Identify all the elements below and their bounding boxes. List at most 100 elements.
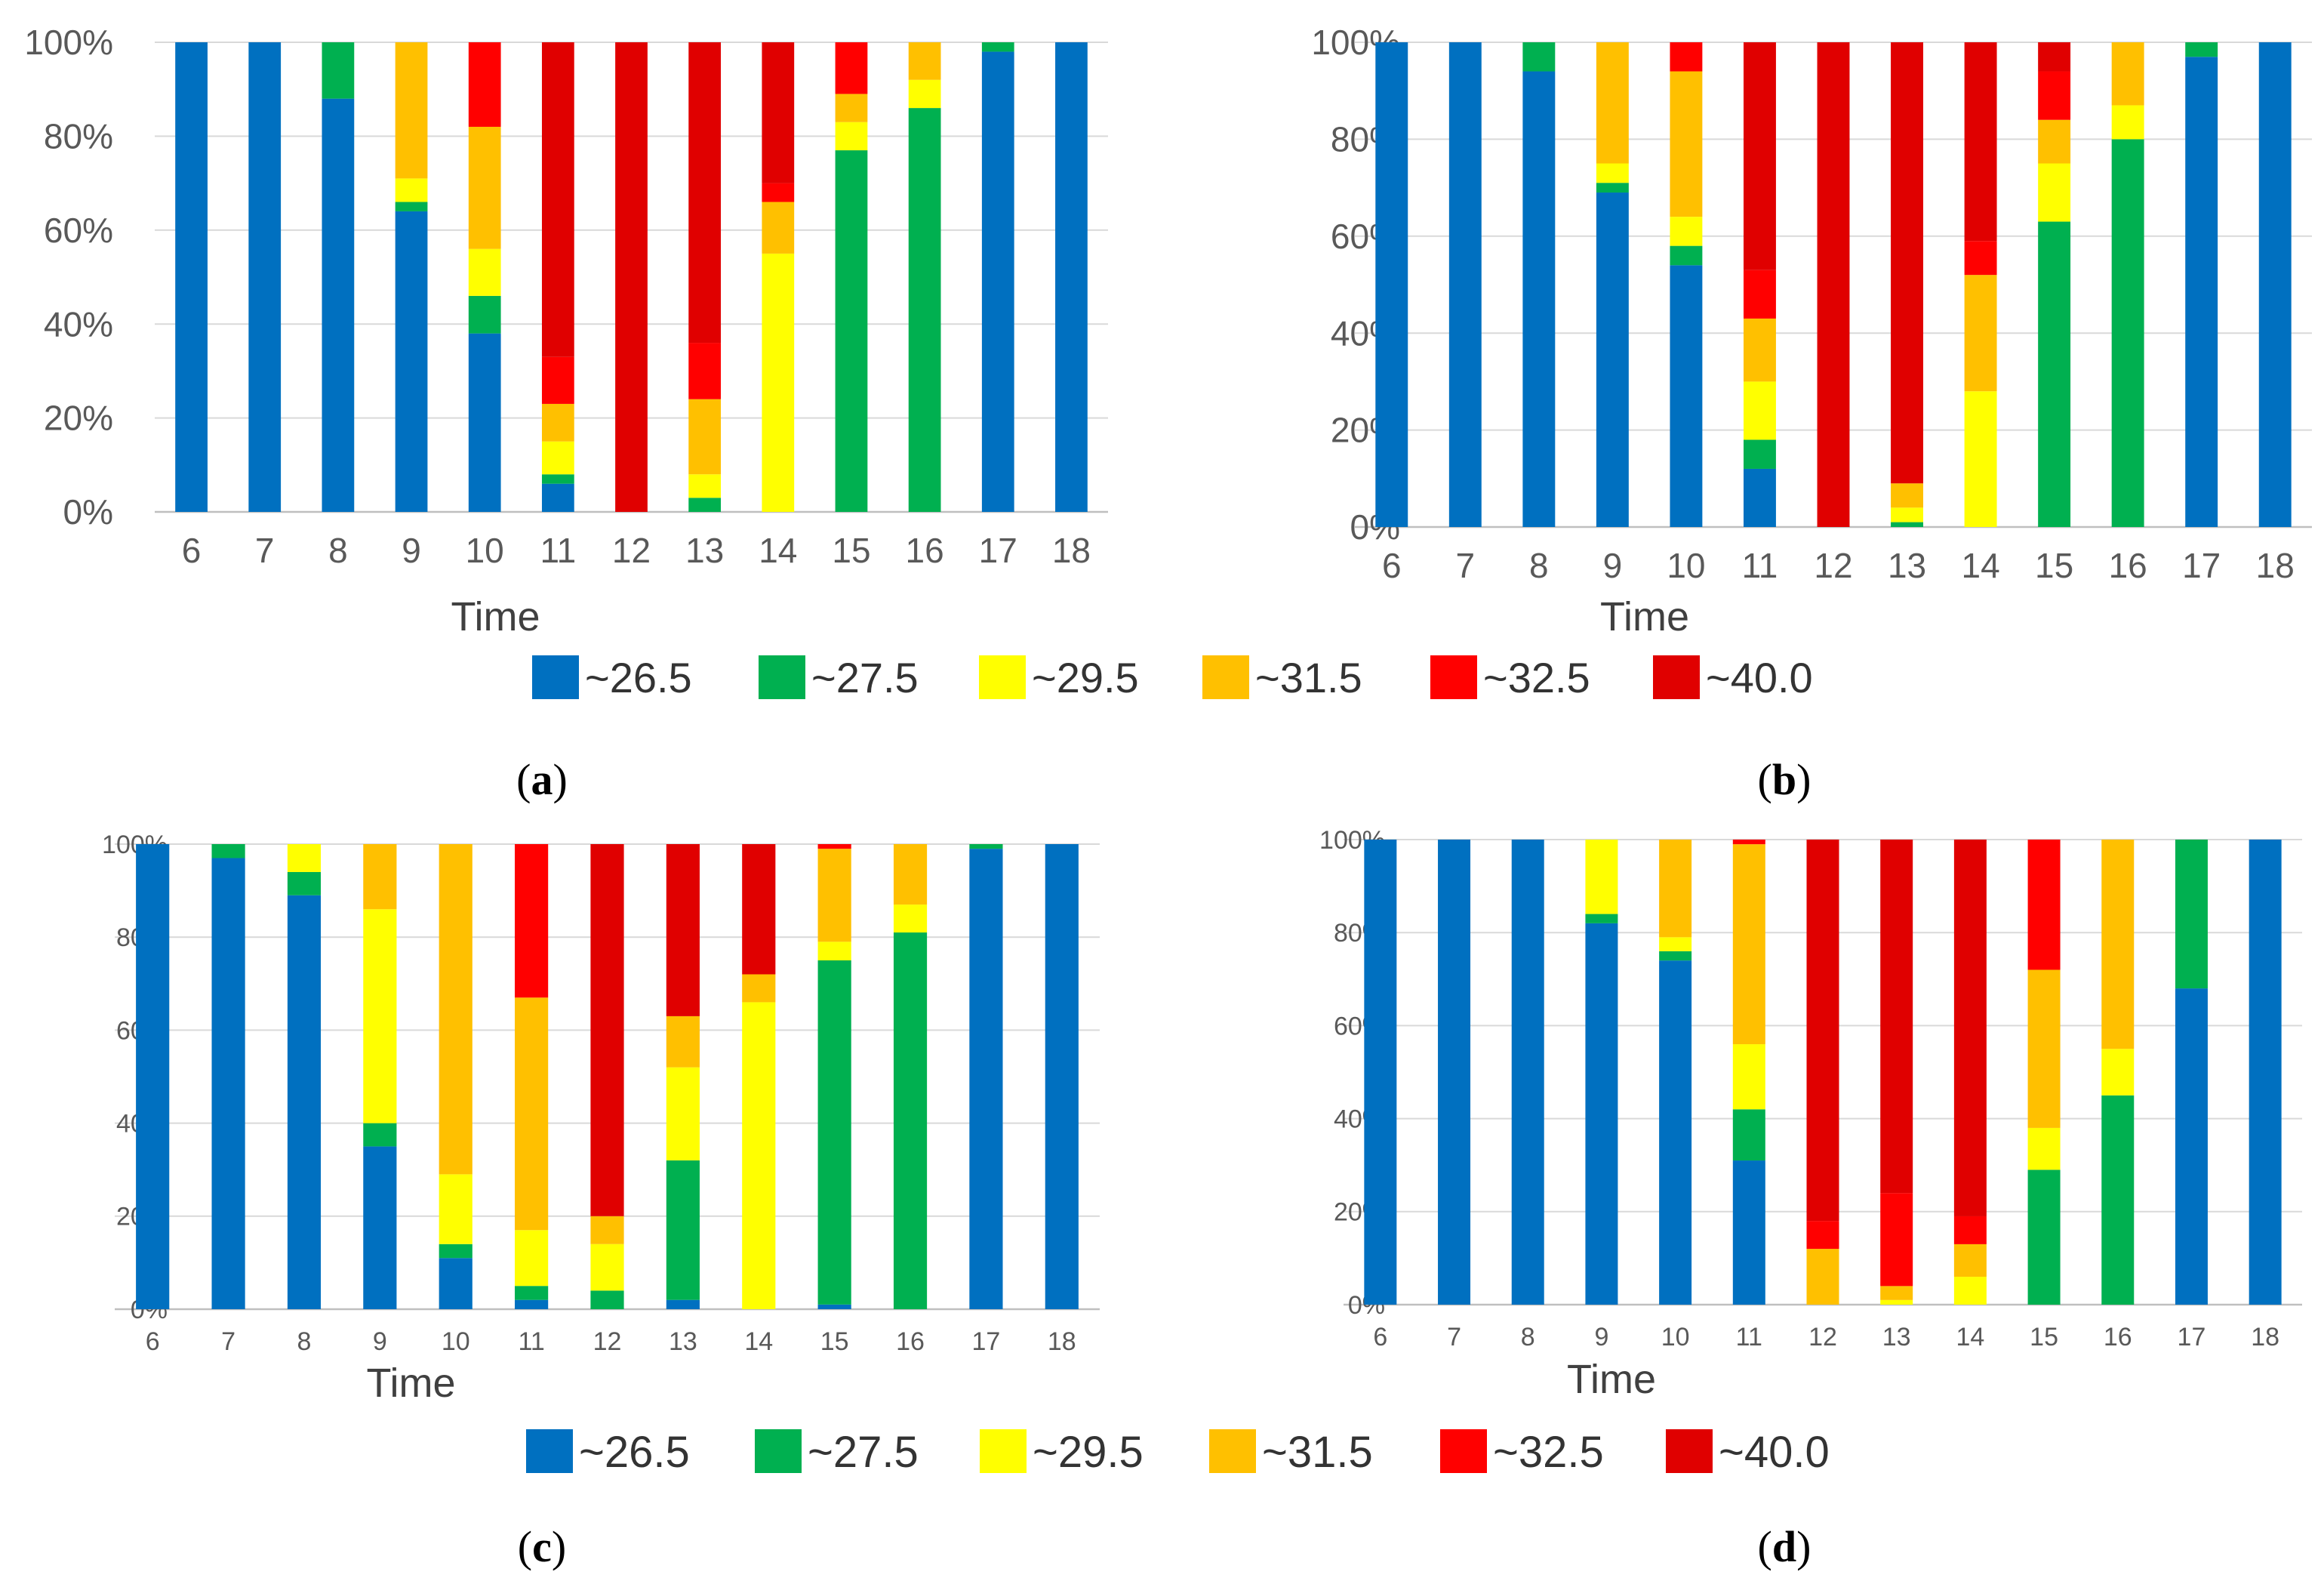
bar-segment <box>363 909 397 1123</box>
legend-swatch <box>755 1429 802 1473</box>
bar-segment <box>1448 42 1482 527</box>
legend-swatch <box>1666 1429 1713 1473</box>
x-tick-label: 6 <box>146 1327 160 1356</box>
bar-segment <box>893 905 928 933</box>
legend-item: ~26.5 <box>532 654 692 701</box>
bar-segment <box>666 1299 700 1309</box>
bar-segment <box>1806 840 1839 1222</box>
bar-segment <box>468 295 501 334</box>
bar-segment <box>688 42 722 344</box>
bar-segment <box>1585 923 1618 1305</box>
bar-segment <box>175 42 208 512</box>
x-tick-label: 14 <box>1956 1323 1984 1351</box>
bar-segment <box>1744 270 1776 319</box>
legend-item: ~27.5 <box>755 1428 919 1477</box>
x-tick-label: 10 <box>442 1327 470 1356</box>
x-tick-label: 12 <box>1814 546 1852 585</box>
bar-segment <box>762 202 795 254</box>
x-tick-label: 11 <box>1742 546 1778 585</box>
x-tick-label: 15 <box>2030 1323 2058 1351</box>
bar-segment <box>1596 183 1629 193</box>
x-tick-label: 10 <box>1661 1323 1690 1351</box>
bar-segment <box>1880 1286 1913 1300</box>
bar-segment <box>515 844 549 998</box>
bar-segment <box>515 1230 549 1287</box>
bar-segment <box>1732 1160 1765 1305</box>
bar-segment <box>1806 1249 1839 1305</box>
bar-segment <box>2038 42 2071 72</box>
bar-segment <box>468 333 501 512</box>
bar-segment <box>439 1174 472 1244</box>
y-tick-label: 40% <box>44 304 113 344</box>
bar-segment <box>893 844 928 905</box>
bar-segment <box>395 42 428 179</box>
y-tick-label: 100% <box>24 23 113 62</box>
bar-segment <box>666 844 700 1016</box>
bar-segment <box>439 1244 472 1259</box>
bar-segment <box>762 42 795 183</box>
bar-segment <box>287 844 322 872</box>
bar-segment <box>1891 42 1923 484</box>
bar-segment <box>762 183 795 202</box>
x-tick-label: 16 <box>2104 1323 2132 1351</box>
bar-segment <box>1891 483 1923 508</box>
legend-swatch <box>979 655 1026 699</box>
bar-segment <box>1953 1216 1987 1244</box>
legend-swatch <box>532 655 579 699</box>
bar-segment <box>1953 1277 1987 1305</box>
bar-segment <box>1964 275 1997 392</box>
bar-segment <box>590 1216 624 1244</box>
bar-segment <box>2185 57 2218 527</box>
x-tick-label: 17 <box>2182 546 2221 585</box>
x-tick-label: 7 <box>1456 546 1476 585</box>
bar-segment <box>1375 42 1408 527</box>
x-axis-title: Time <box>1567 1357 1656 1402</box>
panel-label-a: (a) <box>516 755 568 804</box>
bar-segment <box>541 441 574 475</box>
x-tick-label: 15 <box>832 531 870 570</box>
bar-segment <box>395 202 428 211</box>
bar-segment <box>908 108 941 512</box>
bar-segment <box>817 844 851 849</box>
x-tick-label: 18 <box>2251 1323 2279 1351</box>
bar-segment <box>817 942 851 960</box>
bar-segment <box>835 42 868 94</box>
bar-segment <box>2101 1049 2135 1096</box>
chart-panel-c: 0%20%40%60%80%100%6789101112131415161718… <box>102 831 1100 1406</box>
bar-segment <box>363 1146 397 1309</box>
bar-segment <box>1880 1299 1913 1305</box>
bar-segment <box>2258 42 2292 527</box>
legend-swatch <box>1209 1429 1256 1473</box>
bar-segment <box>395 211 428 512</box>
x-tick-label: 16 <box>2109 546 2147 585</box>
bar-segment <box>742 844 776 975</box>
x-tick-label: 14 <box>759 531 797 570</box>
x-tick-label: 10 <box>466 531 504 570</box>
bar-segment <box>1744 439 1776 469</box>
bar-segment <box>893 932 928 1309</box>
bar-segment <box>1732 1044 1765 1110</box>
bar-segment <box>287 871 322 895</box>
bar-segment <box>322 42 355 99</box>
bar-segment <box>2111 42 2144 106</box>
x-tick-label: 17 <box>979 531 1017 570</box>
bar-segment <box>541 483 574 512</box>
bar-segment <box>1953 840 1987 1216</box>
legend-label: ~32.5 <box>1483 654 1590 701</box>
x-tick-label: 7 <box>255 531 275 570</box>
bar-segment <box>1732 840 1765 845</box>
bar-segment <box>2111 139 2144 527</box>
bar-segment <box>515 1299 549 1309</box>
bar-segment <box>2101 1095 2135 1305</box>
x-tick-label: 11 <box>518 1327 544 1356</box>
panel-label-c: (c) <box>518 1522 566 1571</box>
bar-segment <box>1744 318 1776 382</box>
x-tick-label: 7 <box>1447 1323 1461 1351</box>
bar-segment <box>1953 1244 1987 1277</box>
x-tick-label: 7 <box>221 1327 235 1356</box>
legend-swatch <box>1440 1429 1487 1473</box>
bar-segment <box>287 895 322 1309</box>
bar-segment <box>322 98 355 512</box>
x-axis-title: Time <box>367 1361 456 1406</box>
